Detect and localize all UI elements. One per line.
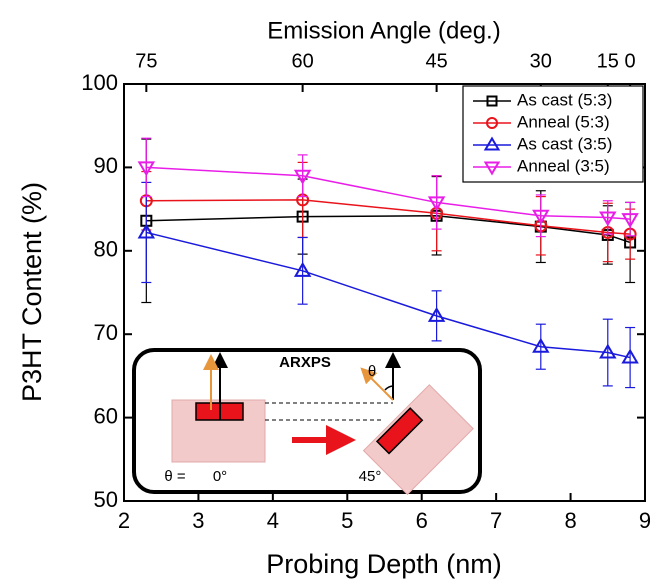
error-bar [535, 194, 546, 238]
top-tick-label: 60 [292, 50, 314, 72]
top-tick-label: 0 [625, 50, 636, 72]
y-tick-label: 70 [94, 320, 118, 345]
marker [486, 95, 498, 107]
inset: ARXPS θ θ = 0° 45° [132, 348, 482, 496]
legend-frame [462, 85, 644, 183]
inset-label: 45° [359, 468, 382, 485]
error-bar [297, 154, 308, 198]
inset-title: ARXPS [279, 354, 331, 371]
marker [483, 161, 501, 176]
plot-layer [137, 137, 639, 389]
marker [293, 261, 312, 277]
series-line [146, 215, 631, 244]
y-tick-label: 90 [94, 153, 118, 178]
x-tick-label: 7 [490, 508, 502, 533]
x-tick-label: 9 [639, 508, 650, 533]
legend-label: Anneal (5:3) [517, 112, 610, 131]
error-bar [431, 175, 442, 230]
plot-frame [123, 83, 646, 502]
series-line [146, 231, 631, 359]
marker [427, 196, 446, 212]
marker [532, 209, 550, 225]
x-tick-label: 2 [118, 508, 130, 533]
marker [621, 348, 639, 364]
y-tick-label: 50 [94, 487, 118, 512]
x-tick-label: 6 [416, 508, 428, 533]
marker [483, 136, 501, 151]
error-bar [141, 137, 152, 198]
error-bar [625, 201, 636, 237]
marker [621, 213, 639, 229]
error-bar [602, 318, 613, 387]
marker [599, 211, 617, 227]
top-tick-label: 45 [425, 50, 447, 72]
x-tick-label: 3 [192, 508, 204, 533]
series-line [146, 199, 631, 235]
error-bar [535, 323, 546, 370]
error-bar [625, 326, 636, 389]
legend-label: Anneal (3:5) [517, 156, 610, 175]
x-tick-label: 4 [267, 508, 279, 533]
x-axis-title: Probing Depth (nm) [266, 549, 502, 579]
y-axis-title: P3HT Content (%) [17, 182, 47, 402]
top-tick-label: 75 [135, 50, 157, 72]
legend: As cast (5:3) Anneal (5:3) As cast (3:5) An… [462, 85, 644, 183]
marker [486, 117, 498, 129]
inset-label: θ [368, 363, 376, 380]
marker [137, 223, 156, 239]
y-tick-label: 60 [94, 403, 118, 428]
error-bar [297, 236, 308, 305]
marker [599, 343, 617, 359]
top-tick-label: 30 [530, 50, 552, 72]
marker [427, 306, 446, 322]
error-bar [431, 290, 442, 342]
sample [362, 384, 474, 496]
inset-label: 0° [213, 468, 227, 485]
x-tick-label: 8 [564, 508, 576, 533]
marker [293, 169, 312, 185]
error-bar [602, 200, 613, 235]
arrow [360, 367, 394, 401]
top-tick-label: 15 [597, 50, 619, 72]
marker [532, 337, 550, 353]
legend-label: As cast (3:5) [517, 134, 612, 153]
x-tick-label: 5 [341, 508, 353, 533]
y-tick-label: 80 [94, 237, 118, 262]
marker [137, 161, 156, 177]
inset-label: θ = [164, 468, 186, 485]
angle-arc [384, 385, 394, 391]
top-axis-title: Emission Angle (deg.) [267, 17, 500, 44]
legend-label: As cast (5:3) [517, 90, 612, 109]
y-tick-label: 100 [81, 70, 118, 95]
layer [375, 407, 424, 455]
